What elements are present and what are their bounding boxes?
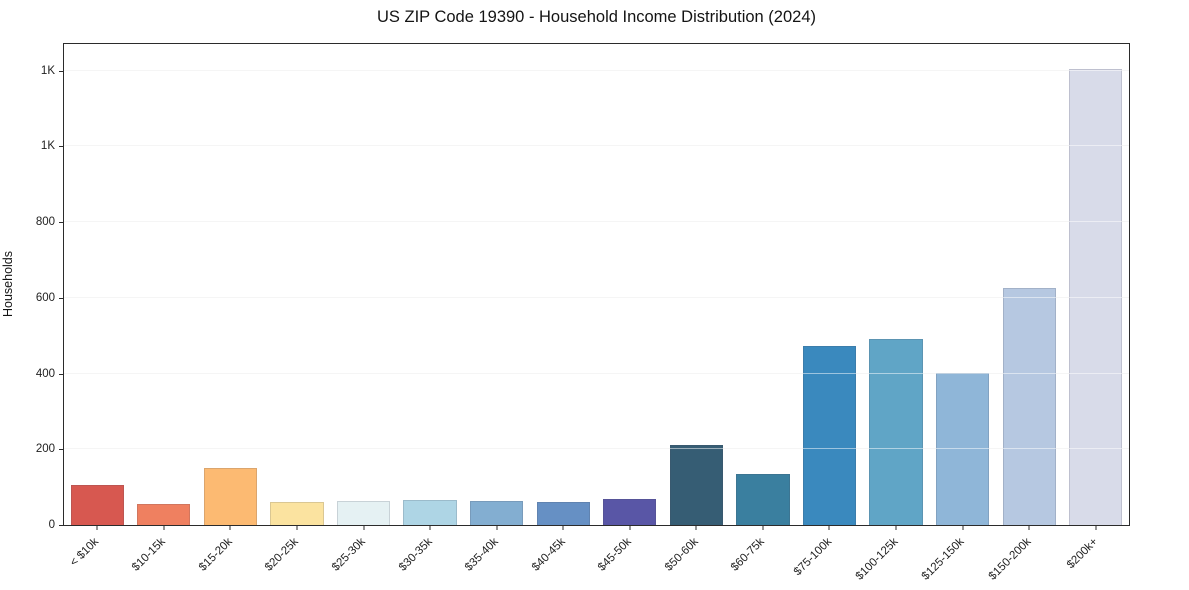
x-tick-label: $35-40k [463,535,501,574]
bar-slot [131,44,198,525]
y-tick-label: 600 [35,291,55,304]
x-tick-label: $30-35k [396,535,435,574]
y-tick-label: 0 [48,519,55,531]
x-tick-label: $45-50k [596,535,635,574]
x-tick-mark [562,525,564,530]
bar-slot [530,44,597,525]
bar [70,485,124,525]
plot-area: 0 200 400 600 800 1K 1K < $10k $10-15k $15-20k $2… [36,43,1130,583]
gridline-overlay [64,221,1129,223]
gridline-overlay [64,448,1129,450]
x-tick-mark [962,525,964,530]
x-tick-label: $75-100k [791,535,834,579]
y-tick-mark [59,70,64,72]
bar [270,501,324,525]
bar-slot [730,44,797,525]
chart-title: US ZIP Code 19390 - Household Income Dis… [376,8,816,26]
gridline-overlay [64,296,1129,298]
x-tick-mark [629,525,631,530]
y-axis-label: Households [1,250,15,318]
x-tick-label: $10-15k [130,535,169,574]
y-tick-label: 800 [35,216,55,228]
x-tick-mark [762,525,764,530]
y-tick-mark [59,373,64,375]
bar-slot [330,44,397,525]
bar [137,503,191,525]
y-tick-label: 1K [40,64,55,77]
y-tick-label: 200 [35,443,55,456]
y-tick-label: 1K [40,140,55,153]
bar-slot [663,44,730,525]
x-tick-mark [1095,525,1097,530]
x-tick-mark [96,525,98,530]
bar [669,444,723,525]
x-tick-label: $200k+ [1064,535,1100,572]
bar-slot [197,44,264,525]
x-tick-label: $20-25k [263,535,302,574]
x-tick-label: $60-75k [729,535,768,574]
x-tick-mark [1028,525,1030,530]
y-tick-mark [59,222,64,223]
bar-slot [996,44,1063,525]
x-tick-label: < $10k [68,535,102,569]
x-tick-label: $15-20k [196,535,235,574]
x-tick-mark [828,525,830,530]
x-tick-mark [296,525,298,530]
x-tick-label: $25-30k [329,535,368,574]
bar-slot [796,44,863,525]
x-tick-label: $150-200k [986,535,1034,583]
x-tick-label: $100-125k [853,535,901,583]
bar [403,500,457,525]
y-tick-label: 400 [35,367,55,380]
bar [1002,288,1056,525]
x-tick-mark [895,525,897,530]
x-tick-mark [163,525,165,530]
bar-slot [397,44,464,525]
x-tick-label: $40-45k [529,535,568,574]
bar [802,346,857,525]
bar-slot [1062,44,1129,525]
bar [869,339,923,525]
bar [203,468,258,525]
bar [736,473,790,525]
bar-slot [264,44,331,525]
x-tick-label: $50-60k [662,535,701,574]
x-tick-mark [363,525,365,530]
gridline-overlay [64,69,1129,71]
bar-slot [929,44,996,525]
gridline-overlay [64,372,1129,374]
y-tick-mark [59,297,64,299]
bar [336,500,391,525]
bar-slot [863,44,930,525]
bar [470,500,524,525]
bar [603,498,657,525]
y-tick-mark [59,146,64,148]
bar [536,501,590,525]
bar-slot [597,44,664,525]
bar-slot [463,44,530,525]
y-tick-mark [59,449,64,451]
x-tick-mark [429,525,431,530]
x-tick-label: $125-150k [919,535,967,583]
x-tick-mark [695,525,697,530]
x-tick-mark [229,525,231,530]
bars-layer [64,44,1129,525]
x-tick-mark [496,525,498,530]
y-tick-mark [59,525,64,526]
bar-slot [64,44,131,525]
gridline-overlay [64,145,1129,147]
